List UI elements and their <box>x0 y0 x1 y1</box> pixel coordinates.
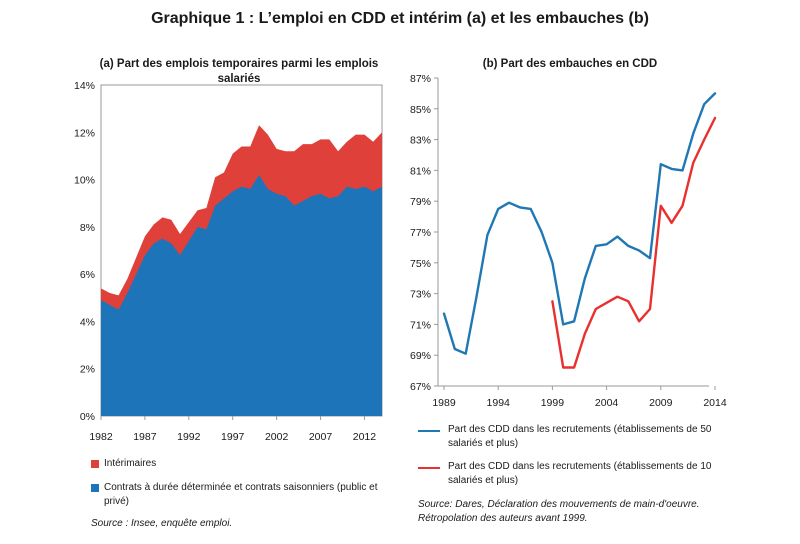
chart-a-xtick-label: 1987 <box>133 431 157 443</box>
chart-b-xtick-label: 2014 <box>703 397 727 409</box>
legend-line-s1 <box>418 430 440 432</box>
chart-b-source: Source: Dares, Déclaration des mouvement… <box>418 499 700 524</box>
chart-b-xtick-label: 1999 <box>541 397 565 409</box>
page-title: Graphique 1 : L’emploi en CDD et intérim… <box>151 10 649 27</box>
chart-b-xtick-label: 2009 <box>649 397 673 409</box>
chart-a-xtick-label: 1997 <box>221 431 245 443</box>
chart-a-xtick-label: 2002 <box>265 431 289 443</box>
chart-b-ytick-label: 85% <box>410 104 431 116</box>
area-cdd <box>101 174 382 416</box>
chart-b-xtick-label: 1989 <box>432 397 456 409</box>
chart-a-ytick-label: 2% <box>80 364 95 376</box>
chart-b-ytick-label: 77% <box>410 227 431 239</box>
legend-swatch-cdd <box>91 484 99 492</box>
chart-a-xtick-label: 1982 <box>89 431 113 443</box>
chart-a-ytick-label: 12% <box>74 127 95 139</box>
legend-swatch-interim <box>91 460 99 468</box>
chart-a-xtick-label: 2012 <box>353 431 377 443</box>
legend-label-interim: Intérimaires <box>104 458 157 469</box>
series-line-10-plus <box>551 116 717 369</box>
chart-a-ytick-label: 0% <box>80 411 95 423</box>
chart-b-ytick-label: 75% <box>410 258 431 270</box>
legend-label-cdd: Contrats à durée déterminée et contrats … <box>104 482 378 507</box>
chart-b-xtick-label: 2004 <box>595 397 619 409</box>
chart-a-ytick-label: 8% <box>80 222 95 234</box>
series-line-50-plus <box>442 92 717 355</box>
chart-b-ytick-label: 73% <box>410 289 431 301</box>
chart-b-ytick-label: 81% <box>410 165 431 177</box>
chart-a-ytick-label: 14% <box>74 80 95 92</box>
legend-line-s2 <box>418 467 440 469</box>
chart-a-source: Source : Insee, enquête emploi. <box>91 518 233 529</box>
chart-b-ytick-label: 69% <box>410 350 431 362</box>
chart-b-title: (b) Part des embauches en CDD <box>482 58 658 70</box>
chart-a-ytick-label: 6% <box>80 269 95 281</box>
chart-a-ytick-label: 4% <box>80 316 95 328</box>
chart-a-xtick-label: 2007 <box>309 431 333 443</box>
legend-label-s2: Part des CDD dans les recrutements (étab… <box>448 461 712 486</box>
chart-a-title: (a) Part des emplois temporaires parmi l… <box>99 58 379 85</box>
chart-a-ytick-label: 10% <box>74 175 95 187</box>
legend-label-s1: Part des CDD dans les recrutements (étab… <box>448 424 712 449</box>
chart-a-xtick-label: 1992 <box>177 431 201 443</box>
chart-b-ytick-label: 87% <box>410 73 431 85</box>
chart-b-ytick-label: 71% <box>410 319 431 331</box>
chart-b-ytick-label: 83% <box>410 135 431 147</box>
chart-b-xtick-label: 1994 <box>487 397 511 409</box>
chart-b-ytick-label: 79% <box>410 196 431 208</box>
chart-b-ytick-label: 67% <box>410 381 431 393</box>
